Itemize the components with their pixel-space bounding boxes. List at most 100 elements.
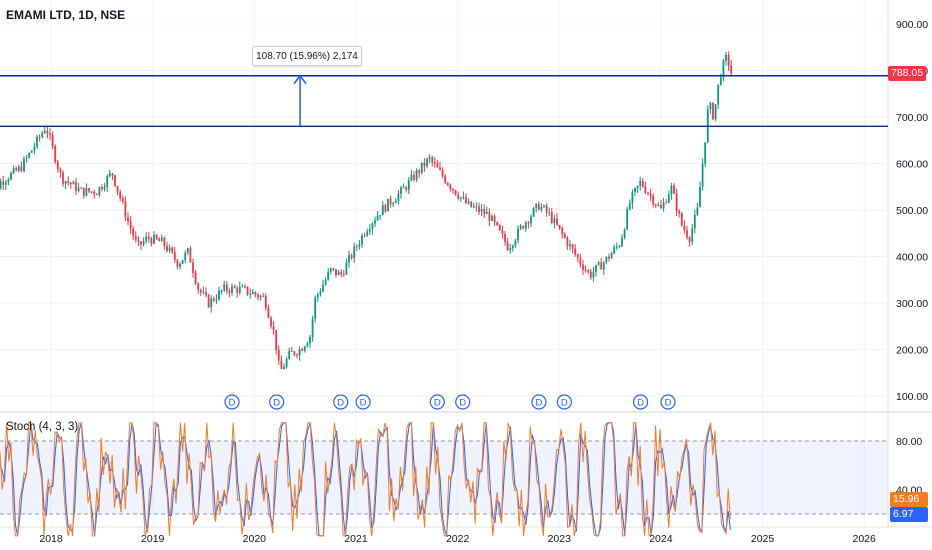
dividend-marker-label: D	[229, 398, 236, 409]
stoch-indicator-title[interactable]: Stoch (4, 3, 3)	[6, 421, 78, 433]
candle-body	[148, 237, 150, 239]
candle-body	[444, 176, 446, 183]
candle-body	[655, 204, 657, 205]
candle-body	[281, 361, 283, 369]
candle-body	[413, 175, 415, 180]
candle-body	[304, 347, 306, 351]
candle-body	[574, 249, 576, 255]
candle-body	[642, 181, 644, 187]
candle-body	[572, 244, 574, 248]
candle-body	[483, 209, 485, 214]
candle-body	[299, 349, 301, 355]
candle-body	[140, 241, 142, 244]
candle-body	[455, 190, 457, 195]
candle-body	[564, 234, 566, 238]
candle-body	[314, 298, 316, 319]
candle-body	[270, 318, 272, 327]
candle-body	[174, 252, 176, 260]
candle-body	[114, 175, 116, 186]
candle-body	[143, 241, 145, 245]
candle-body	[421, 163, 423, 173]
candle-body	[450, 185, 452, 189]
candle-body	[171, 248, 173, 252]
candle-body	[10, 173, 12, 180]
candle-body	[730, 65, 732, 73]
candle-body	[400, 187, 402, 193]
candle-body	[80, 188, 82, 189]
candle-body	[31, 151, 33, 153]
candle-body	[481, 209, 483, 212]
candle-body	[626, 209, 628, 229]
time-axis-label: 2020	[243, 533, 267, 545]
candle-body	[309, 337, 311, 344]
candle-body	[125, 201, 127, 217]
candle-body	[210, 298, 212, 307]
candle-body	[619, 246, 621, 247]
price-axis-label: 900.00	[896, 19, 928, 31]
candle-body	[236, 288, 238, 293]
candle-body	[426, 159, 428, 167]
candle-body	[546, 206, 548, 213]
candle-body	[507, 242, 509, 250]
candle-body	[187, 248, 189, 253]
candle-body	[720, 77, 722, 84]
candle-body	[335, 269, 337, 275]
candle-body	[226, 284, 228, 290]
candle-body	[637, 186, 639, 188]
candle-body	[346, 263, 348, 275]
candle-body	[632, 192, 634, 203]
candle-body	[283, 367, 285, 369]
candle-body	[327, 272, 329, 280]
candle-body	[593, 272, 595, 277]
candle-body	[551, 212, 553, 223]
candle-body	[447, 183, 449, 185]
dividend-marker-label: D	[360, 398, 367, 409]
candle-body	[712, 103, 714, 119]
candle-body	[431, 157, 433, 162]
candle-body	[624, 229, 626, 237]
candle-body	[460, 197, 462, 198]
stoch-axis-label: 80.00	[896, 436, 922, 448]
candle-body	[75, 182, 77, 191]
candle-body	[112, 173, 114, 175]
candle-body	[611, 253, 613, 258]
candle-body	[603, 263, 605, 270]
candle-body	[442, 170, 444, 177]
candle-body	[195, 273, 197, 284]
candle-body	[169, 248, 171, 251]
candle-body	[296, 355, 298, 356]
stoch-d-value-tag: 6.97	[890, 507, 928, 522]
candle-body	[405, 187, 407, 189]
candle-body	[122, 198, 124, 201]
candle-body	[333, 268, 335, 269]
candle-body	[21, 167, 23, 172]
candle-body	[86, 188, 88, 196]
candle-body	[156, 235, 158, 239]
price-axis-label: 700.00	[896, 112, 928, 124]
candle-body	[585, 270, 587, 271]
candle-body	[242, 286, 244, 287]
candle-body	[522, 226, 524, 229]
candle-body	[496, 222, 498, 225]
candle-body	[408, 180, 410, 190]
candle-body	[645, 187, 647, 193]
candle-body	[184, 253, 186, 260]
candle-body	[684, 225, 686, 230]
candle-body	[65, 181, 67, 184]
candle-body	[177, 260, 179, 267]
candle-body	[164, 238, 166, 246]
candle-body	[151, 239, 153, 244]
dividend-marker-label: D	[561, 398, 568, 409]
candle-body	[109, 173, 111, 176]
price-range-measure-label: 108.70 (15.96%) 2,174	[252, 46, 362, 66]
candle-body	[377, 216, 379, 221]
candle-body	[710, 103, 712, 109]
candle-body	[231, 287, 233, 293]
candle-body	[47, 131, 49, 133]
candle-body	[13, 168, 15, 173]
candle-body	[678, 211, 680, 213]
candle-body	[221, 290, 223, 291]
candle-body	[218, 291, 220, 300]
candle-body	[561, 228, 563, 234]
